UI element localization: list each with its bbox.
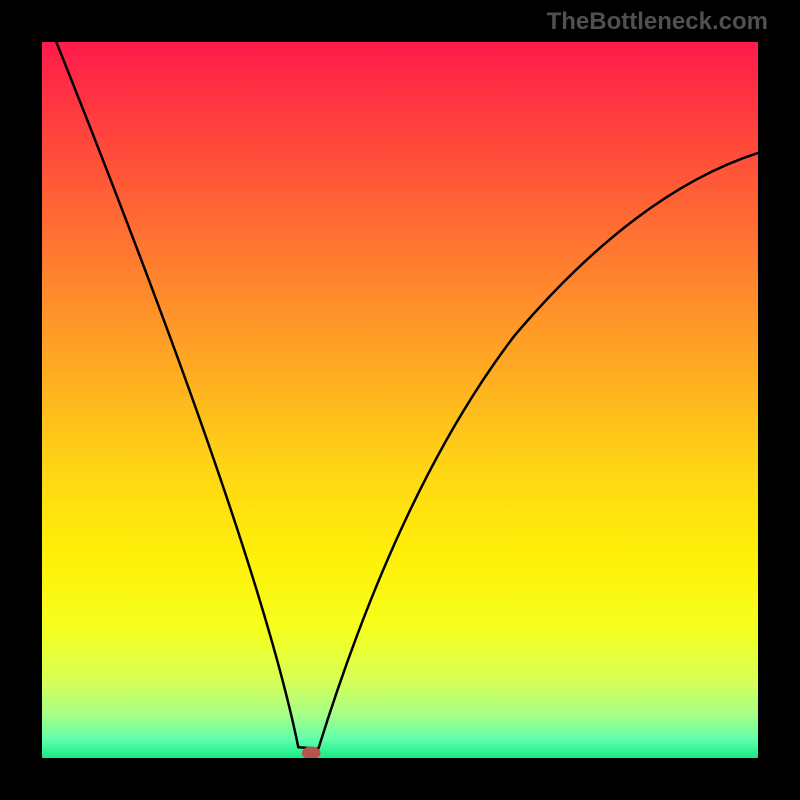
plot-area <box>42 42 758 758</box>
gradient-background <box>42 42 758 758</box>
watermark-text: TheBottleneck.com <box>547 8 768 36</box>
chart-frame: TheBottleneck.com <box>0 0 800 800</box>
bottleneck-chart-svg <box>42 42 758 758</box>
